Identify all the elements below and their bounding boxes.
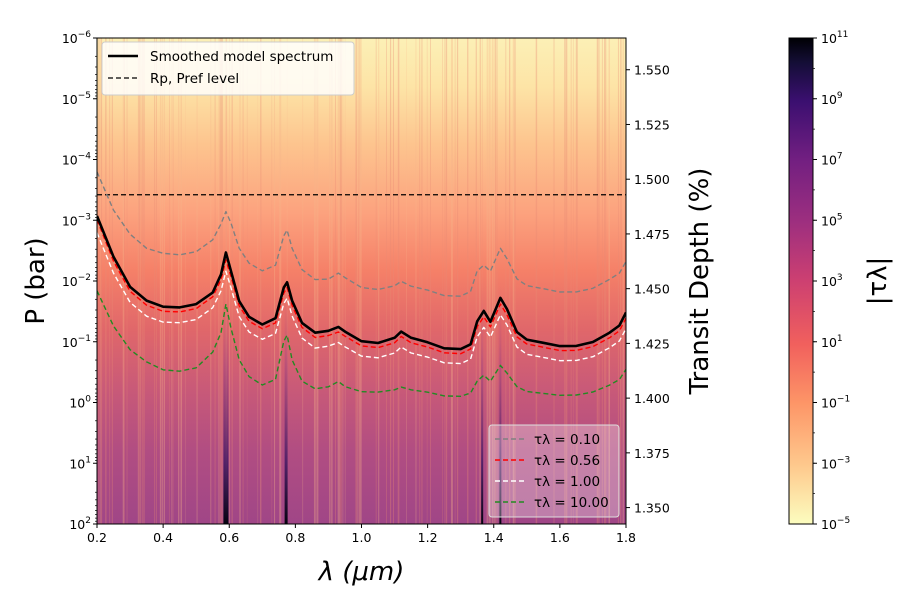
y-right-axis-label: Transit Depth (%) [685,168,715,396]
y-left-tick-label: 101 [69,455,91,471]
y-right-tick-label: 1.525 [634,117,670,132]
y-left-tick-label: 10−6 [62,30,91,46]
x-tick-label: 0.4 [153,530,173,545]
tau-contour-line [97,232,626,365]
heatmap-texture [97,38,624,524]
y-left-tick-label: 10−5 [62,91,91,107]
legend-label-smoothed: Smoothed model spectrum [150,49,333,65]
colorbar-tick-label: 10−5 [821,516,850,532]
y-left-axis-label: P (bar) [21,237,51,324]
x-tick-label: 1.0 [352,530,372,545]
spectrum-curves [97,171,626,397]
absorption-band [284,281,288,524]
smoothed-model-spectrum-line [97,215,626,351]
heatmap-background [97,38,626,524]
legend-label-tau: τλ = 0.10 [534,432,600,448]
absorption-band [223,281,229,524]
legend-bottom-box [488,424,620,518]
y-right-tick-label: 1.550 [634,63,670,78]
legend-bottom: τλ = 0.10 τλ = 0.56 τλ = 1.00 τλ = 10.00 [488,424,620,518]
x-tick-label: 0.8 [285,530,305,545]
colorbar-tick-label: 10−1 [821,395,850,411]
y-left-tick-label: 10−2 [62,273,91,289]
colorbar-label: |τλ| [863,257,893,306]
colorbar-tick-label: 103 [821,273,843,289]
y-right-tick-label: 1.475 [634,227,670,242]
legend-label-tau: τλ = 1.00 [534,474,600,490]
legend-label-reference: Rp, Pref level [150,71,239,87]
y-right-tick-label: 1.425 [634,336,670,351]
y-right-tick-label: 1.350 [634,501,670,516]
x-tick-label: 0.6 [219,530,239,545]
y-left-tick-label: 10−4 [62,152,91,168]
tau-contour-line [97,171,626,297]
y-right-tick-label: 1.450 [634,282,670,297]
x-tick-label: 1.4 [484,530,504,545]
legend-label-tau: τλ = 0.56 [534,453,600,469]
x-tick-label: 1.2 [418,530,438,545]
absorption-band [499,281,502,524]
x-axis-label: λ (μm) [317,557,405,587]
tau-contour-line [97,290,626,397]
y-left-tick-label: 100 [69,395,91,411]
legend-top-box [101,41,355,96]
x-tick-label: 1.8 [616,530,636,545]
colorbar-tick-label: 1011 [821,30,848,46]
y-right-tick-label: 1.400 [634,391,670,406]
x-tick-label: 0.2 [87,530,107,545]
y-left-tick-label: 10−1 [62,334,91,350]
colorbar-tick-label: 109 [821,91,843,107]
legend-label-tau: τλ = 10.00 [534,495,609,511]
absorption-band [481,281,484,524]
y-left-tick-label: 102 [69,516,91,532]
x-tick-label: 1.6 [550,530,570,545]
colorbar [788,37,814,525]
y-right-tick-label: 1.500 [634,172,670,187]
colorbar-tick-label: 105 [821,212,843,228]
colorbar-tick-label: 10−3 [821,455,850,471]
y-left-tick-label: 10−3 [62,212,91,228]
legend-top: Smoothed model spectrum Rp, Pref level [101,41,355,96]
opacity-heatmap [97,38,626,524]
colorbar-tick-label: 101 [821,334,843,350]
y-right-tick-label: 1.375 [634,446,670,461]
colorbar-tick-label: 107 [821,152,843,168]
